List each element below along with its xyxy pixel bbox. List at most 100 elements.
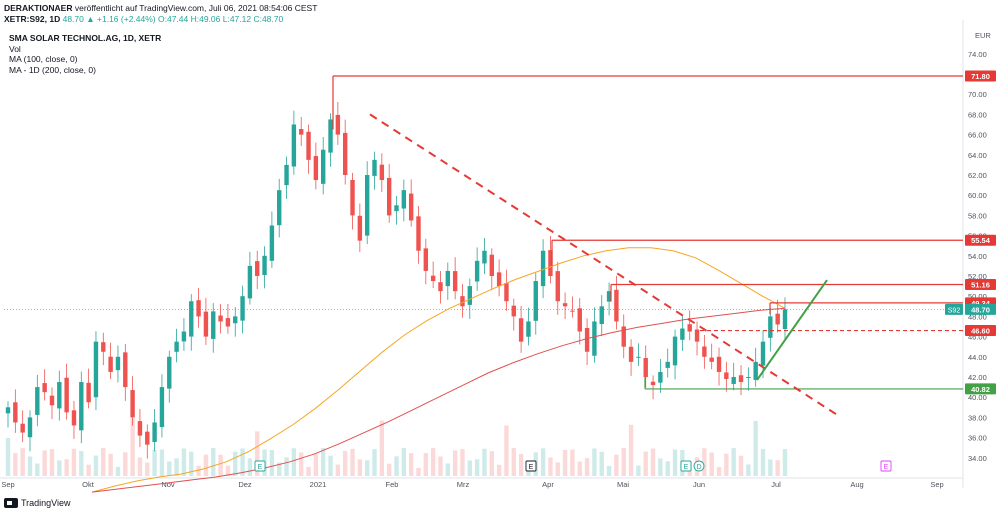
volume-bar: [145, 462, 150, 476]
ma100-line: [91, 247, 786, 493]
volume-bar: [540, 448, 546, 476]
volume-bar: [672, 449, 678, 476]
volume-bar: [482, 448, 487, 476]
candle-body: [211, 311, 216, 339]
candle-body: [203, 311, 209, 337]
volume-bar: [489, 451, 494, 476]
volume-bar: [511, 448, 516, 476]
candle-body: [724, 372, 729, 380]
candle-body: [438, 282, 443, 292]
candle-body: [482, 250, 487, 264]
volume-bar: [269, 450, 275, 476]
candle-body: [562, 303, 568, 307]
candle-body: [284, 164, 289, 186]
volume-bar: [306, 466, 311, 476]
volume-bar: [577, 461, 582, 476]
volume-bar: [211, 448, 216, 476]
volume-bar: [255, 431, 260, 476]
candle-body: [401, 190, 407, 209]
legend-ma200[interactable]: MA - 1D (200, close, 0): [9, 64, 96, 75]
volume-bar: [27, 456, 33, 476]
volume-bar: [731, 448, 736, 476]
candle-body: [342, 132, 348, 175]
volume-bar: [768, 459, 773, 476]
candle-body: [526, 321, 531, 337]
candle-body: [240, 296, 245, 321]
candle-body: [49, 395, 55, 406]
volume-bar: [408, 453, 414, 476]
y-tick-label: 34.00: [968, 454, 987, 463]
y-tick-label: 40.00: [968, 393, 987, 402]
volume-bar: [555, 462, 560, 476]
candle-body: [13, 402, 18, 423]
candle-body: [364, 175, 370, 236]
volume-bar: [650, 448, 656, 476]
candle-body: [86, 382, 91, 403]
volume-bar: [130, 418, 135, 476]
volume-bar: [203, 454, 209, 476]
candle-body: [269, 225, 275, 261]
y-tick-label: 54.00: [968, 252, 987, 261]
candle-body: [548, 250, 553, 276]
candle-body: [540, 250, 546, 287]
volume-bar: [64, 459, 69, 476]
y-tick-label: 44.00: [968, 353, 987, 362]
currency-label: EUR: [975, 31, 991, 40]
candle-body: [152, 422, 157, 442]
candle-body: [665, 361, 670, 368]
price-change: ▲ +1.16 (+2.44%): [86, 14, 156, 24]
volume-bar: [218, 454, 223, 476]
candle-body: [262, 255, 267, 276]
volume-bar: [93, 455, 99, 476]
candle-body: [255, 261, 260, 276]
event-marker: [254, 460, 266, 472]
level-price-tag: [965, 234, 996, 246]
volume-bar: [606, 465, 612, 476]
candle-body: [738, 375, 744, 383]
symbol-label: XETR:S92, 1D: [4, 14, 61, 24]
candle-body: [79, 382, 84, 431]
y-tick-label: 64.00: [968, 151, 987, 160]
event-marker: [680, 460, 692, 472]
volume-bar: [753, 420, 758, 476]
candle-body: [533, 281, 538, 321]
volume-bar: [401, 448, 407, 476]
x-tick-label: Dez: [238, 480, 252, 489]
volume-bar: [79, 451, 84, 476]
candle-body: [760, 341, 766, 366]
event-marker-label: E: [529, 464, 534, 471]
volume-bar: [658, 458, 663, 476]
volume-bar: [738, 455, 744, 476]
volume-bar: [423, 453, 429, 476]
level-price-tag: [965, 325, 996, 337]
y-tick-label: 70.00: [968, 90, 987, 99]
candle-body: [650, 381, 656, 386]
y-tick-label: 52.00: [968, 272, 987, 281]
legend-ma100[interactable]: MA (100, close, 0): [9, 54, 78, 64]
candle-body: [225, 318, 231, 327]
legend-volume[interactable]: Vol: [9, 43, 21, 54]
volume-bar: [342, 451, 348, 476]
candle-body: [320, 149, 326, 184]
volume-bar: [350, 448, 355, 476]
candle-body: [731, 377, 736, 384]
volume-bar: [357, 459, 363, 476]
candle-body: [643, 358, 648, 377]
ohlc-values: O:47.44 H:49.06 L:47.12 C:48.70: [158, 14, 284, 24]
publish-info: veröffentlicht auf TradingView.com, Juli…: [74, 3, 318, 13]
candle-body: [167, 356, 172, 389]
volume-bar: [284, 457, 289, 476]
candle-body: [768, 316, 773, 338]
candle-body: [672, 336, 678, 366]
volume-bar: [394, 456, 399, 476]
candle-body: [570, 310, 575, 312]
candle-body: [101, 342, 106, 352]
candle-body: [386, 177, 392, 216]
volume-bar: [379, 420, 385, 476]
volume-bar: [504, 425, 509, 476]
volume-bar: [372, 449, 377, 476]
candle-body: [621, 326, 626, 347]
candle-body: [57, 382, 62, 409]
candle-body: [42, 383, 47, 393]
